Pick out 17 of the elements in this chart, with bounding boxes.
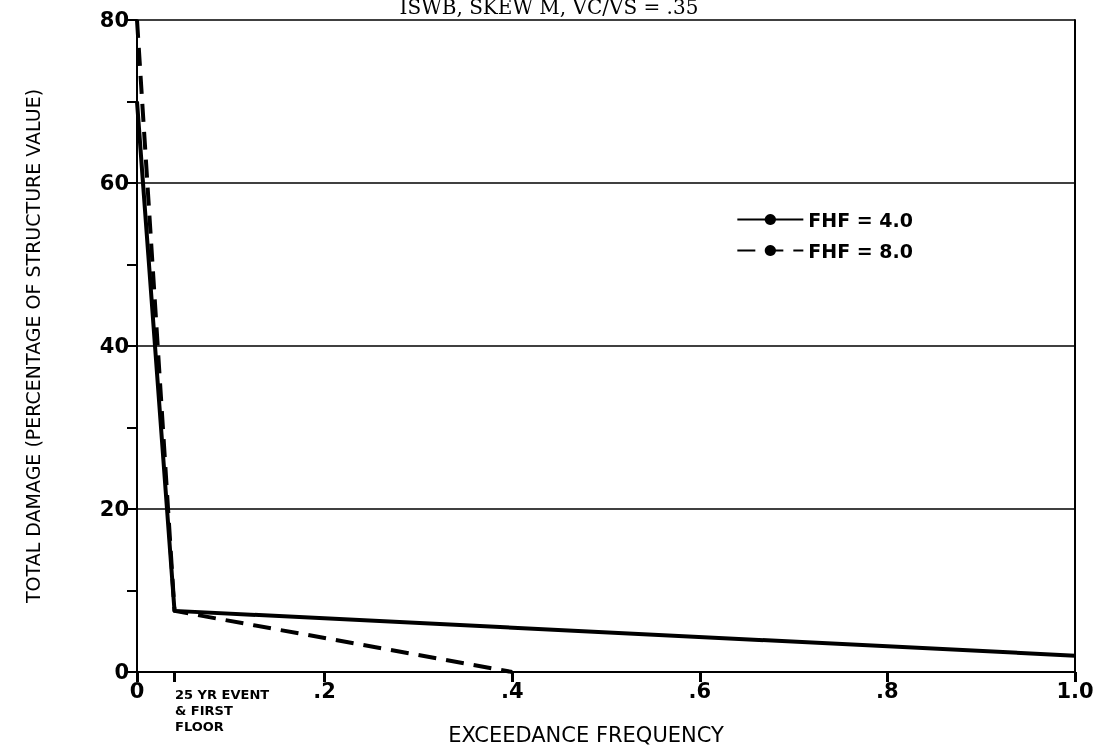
- x-tick-label: .6: [688, 678, 712, 703]
- text: 25 YR EVENT & FIRST FLOOR: [175, 686, 274, 734]
- x-tick-label: .2: [313, 678, 336, 703]
- x-tick-label: .4: [500, 678, 524, 703]
- legend-label: FHF = 4.0: [808, 208, 913, 231]
- y-tick-label: 20: [99, 497, 129, 521]
- x-tick-label: 1.0: [1056, 678, 1094, 703]
- legend-label: FHF = 8.0: [808, 239, 913, 262]
- y-tick-label: 60: [99, 171, 129, 195]
- y-tick-label: 0: [114, 660, 129, 684]
- y-tick-label: 40: [99, 334, 129, 358]
- chart-title: ISWB, SKEW M, VC/VS = .35: [399, 0, 699, 19]
- x-tick-label: .8: [876, 678, 899, 703]
- y-tick-label: 80: [99, 8, 129, 32]
- x-axis-title: EXCEEDANCE FREQUENCY: [448, 722, 725, 747]
- x-tick-label: 0: [129, 678, 145, 703]
- y-axis-title: TOTAL DAMAGE (PERCENTAGE OF STRUCTURE VALUE): [21, 88, 44, 605]
